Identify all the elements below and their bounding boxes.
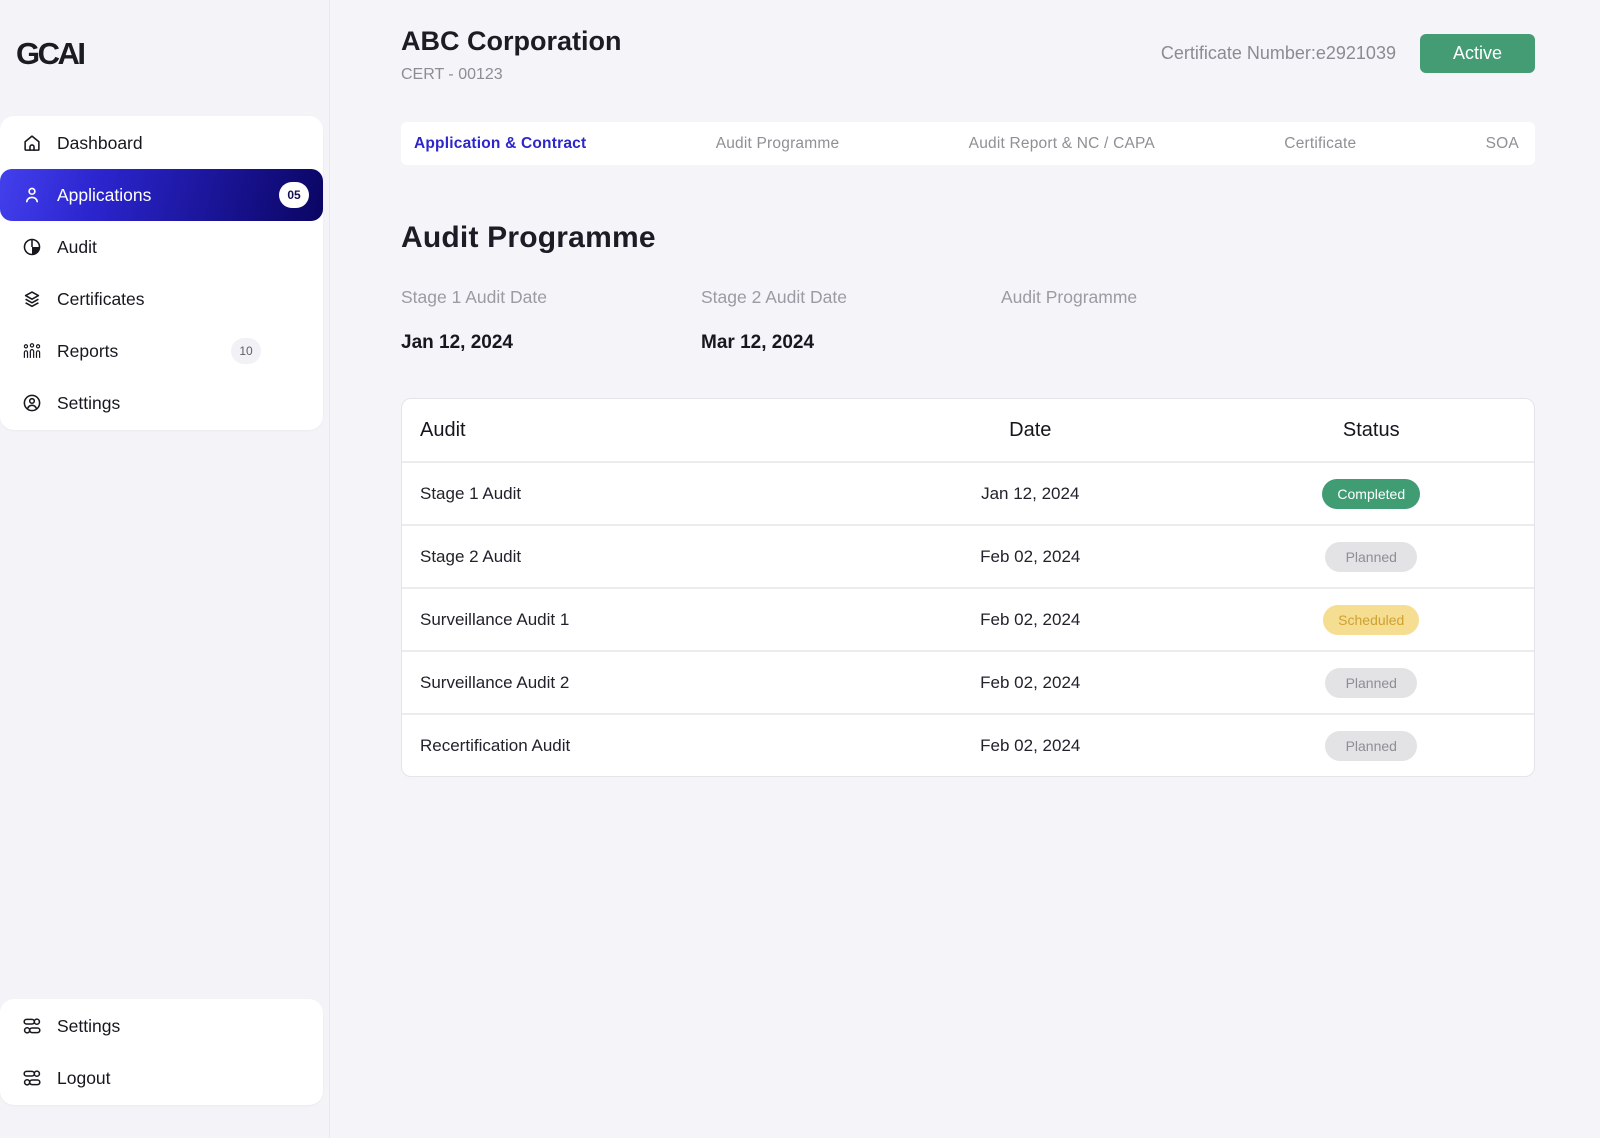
cell-date: Feb 02, 2024 [852, 736, 1209, 756]
sidebar-item-label: Certificates [57, 289, 145, 310]
people-icon [21, 340, 43, 362]
cell-date: Jan 12, 2024 [852, 484, 1209, 504]
tab-soa[interactable]: SOA [1484, 131, 1521, 157]
cell-date: Feb 02, 2024 [852, 610, 1209, 630]
sidebar-item-label: Settings [57, 1016, 120, 1037]
meta-value [1001, 332, 1535, 356]
sidebar-item-settings[interactable]: Settings [0, 377, 323, 429]
sidebar-item-reports[interactable]: Reports 10 [0, 325, 323, 377]
sidebar-item-dashboard[interactable]: Dashboard [0, 117, 323, 169]
sidebar-item-label: Settings [57, 393, 120, 414]
toggles-icon [21, 1067, 43, 1089]
cell-audit: Recertification Audit [402, 736, 852, 756]
audit-meta: Stage 1 Audit Date Jan 12, 2024 Stage 2 … [401, 287, 1535, 356]
app-root: GCAI Dashboard Applications 05 Audit Cer… [0, 0, 1600, 1138]
cert-id-subtitle: CERT - 00123 [401, 66, 621, 84]
sidebar-item-label: Reports [57, 341, 118, 362]
user-circle-icon [21, 392, 43, 414]
cell-audit: Surveillance Audit 1 [402, 610, 852, 630]
table-header-row: AuditDateStatus [402, 399, 1534, 461]
cell-audit: Stage 1 Audit [402, 484, 852, 504]
sidebar-item-audit[interactable]: Audit [0, 221, 323, 273]
status-badge: Planned [1325, 668, 1417, 698]
meta-value: Mar 12, 2024 [701, 332, 1001, 356]
cell-date: Feb 02, 2024 [852, 547, 1209, 567]
tab-certificate[interactable]: Certificate [1282, 131, 1358, 157]
table-row-surveillance-audit-1[interactable]: Surveillance Audit 1 Feb 02, 2024 Schedu… [402, 587, 1534, 650]
home-icon [21, 132, 43, 154]
layers-icon [21, 288, 43, 310]
pie-chart-icon [21, 236, 43, 258]
sidebar-item-label: Logout [57, 1068, 111, 1089]
sidebar-item-applications[interactable]: Applications 05 [0, 169, 323, 221]
table-row-stage-1-audit[interactable]: Stage 1 Audit Jan 12, 2024 Completed [402, 461, 1534, 524]
table-row-surveillance-audit-2[interactable]: Surveillance Audit 2 Feb 02, 2024 Planne… [402, 650, 1534, 713]
count-badge: 10 [231, 338, 261, 364]
status-active-button[interactable]: Active [1420, 34, 1535, 73]
meta-value: Jan 12, 2024 [401, 332, 701, 356]
meta-stage-2-audit-date: Stage 2 Audit Date Mar 12, 2024 [701, 287, 1001, 356]
sidebar-item-certificates[interactable]: Certificates [0, 273, 323, 325]
status-badge: Completed [1322, 479, 1420, 509]
meta-label: Stage 1 Audit Date [401, 287, 701, 308]
sidebar-nav: Dashboard Applications 05 Audit Certific… [0, 116, 323, 430]
tab-audit-report-nc-capa[interactable]: Audit Report & NC / CAPA [967, 131, 1157, 157]
section-title: Audit Programme [401, 221, 1535, 255]
sidebar-item-label: Dashboard [57, 133, 143, 154]
column-header-date: Date [852, 419, 1209, 442]
column-header-audit: Audit [402, 419, 852, 442]
table-row-stage-2-audit[interactable]: Stage 2 Audit Feb 02, 2024 Planned [402, 524, 1534, 587]
sidebar: GCAI Dashboard Applications 05 Audit Cer… [0, 0, 330, 1138]
sidebar-item-label: Applications [57, 185, 151, 206]
cell-audit: Stage 2 Audit [402, 547, 852, 567]
status-badge: Planned [1325, 731, 1417, 761]
sidebar-item-label: Audit [57, 237, 97, 258]
audit-table: AuditDateStatus Stage 1 Audit Jan 12, 20… [401, 398, 1535, 777]
meta-audit-programme: Audit Programme [1001, 287, 1535, 356]
main-content: ABC Corporation CERT - 00123 Certificate… [330, 0, 1600, 1138]
brand-logo: GCAI [16, 36, 329, 72]
count-badge: 05 [279, 182, 309, 208]
meta-stage-1-audit-date: Stage 1 Audit Date Jan 12, 2024 [401, 287, 701, 356]
tabbar: Application & Contract Audit Programme Aud… [401, 122, 1535, 165]
page-header: ABC Corporation CERT - 00123 Certificate… [401, 26, 1535, 84]
page-title: ABC Corporation [401, 26, 621, 57]
cell-date: Feb 02, 2024 [852, 673, 1209, 693]
cell-audit: Surveillance Audit 2 [402, 673, 852, 693]
status-badge: Planned [1325, 542, 1417, 572]
sidebar-footer-item-logout[interactable]: Logout [0, 1052, 323, 1104]
company-block: ABC Corporation CERT - 00123 [401, 26, 621, 84]
sidebar-footer-item-settings[interactable]: Settings [0, 1000, 323, 1052]
tab-application-contract[interactable]: Application & Contract [412, 131, 588, 157]
column-header-status: Status [1209, 419, 1534, 442]
status-badge: Scheduled [1323, 605, 1419, 635]
meta-label: Stage 2 Audit Date [701, 287, 1001, 308]
table-row-recertification-audit[interactable]: Recertification Audit Feb 02, 2024 Plann… [402, 713, 1534, 776]
meta-label: Audit Programme [1001, 287, 1535, 308]
sidebar-footer: Settings Logout [0, 999, 323, 1105]
toggles-icon [21, 1015, 43, 1037]
header-right: Certificate Number:e2921039 Active [1161, 34, 1535, 73]
user-icon [21, 184, 43, 206]
tab-audit-programme[interactable]: Audit Programme [714, 131, 842, 157]
certificate-number: Certificate Number:e2921039 [1161, 43, 1396, 64]
table-body: Stage 1 Audit Jan 12, 2024 Completed Sta… [402, 461, 1534, 776]
